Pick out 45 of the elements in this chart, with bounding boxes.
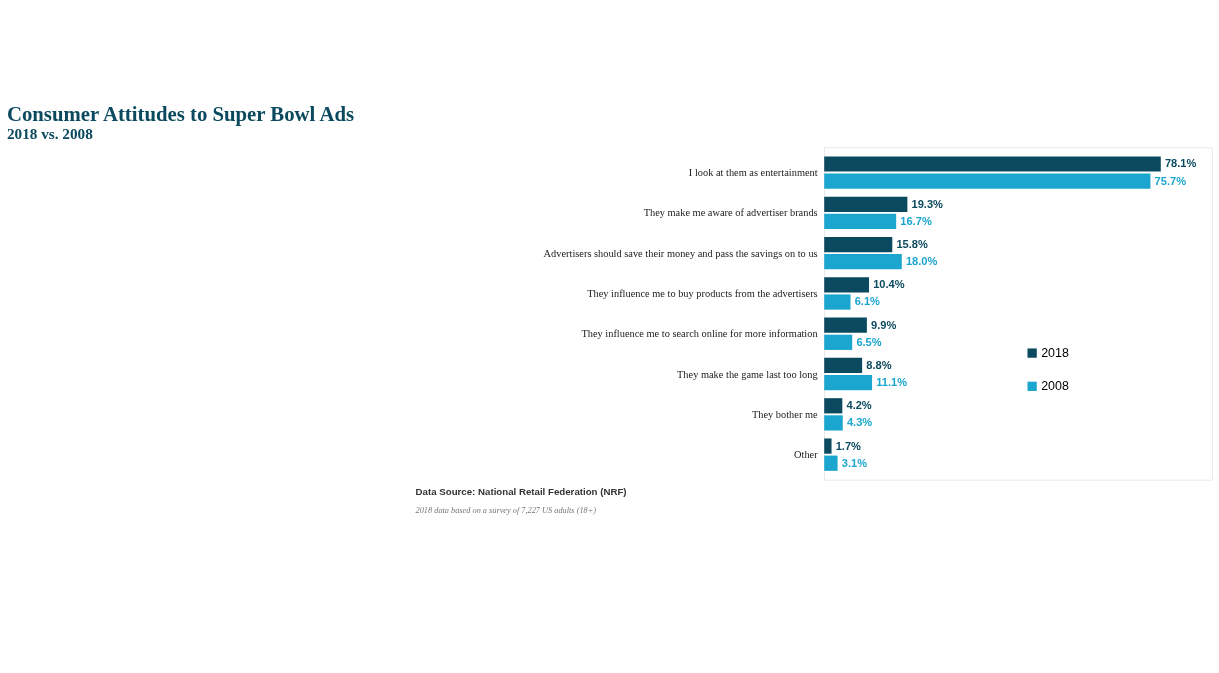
data-label: 78.1% [1164,157,1197,170]
bar [824,277,870,293]
y-tick-label: They influence me to buy products from the advertisers [587,287,818,299]
source-note: Data Source: National Retail Federation (NRF) [415,486,627,498]
bar [824,357,863,374]
legend-label: 2008 [1041,378,1069,393]
data-label: 8.8% [866,358,892,371]
bar [824,254,902,270]
y-tick-label: They influence me to search online for more information [581,328,819,340]
data-label: 19.3% [911,197,944,210]
bar [824,334,853,350]
bar [824,415,843,431]
data-label: 75.7% [1154,174,1187,187]
data-label: 18.0% [905,255,938,268]
data-label: 3.1% [841,456,868,469]
bar [824,455,838,471]
data-label: 4.2% [846,399,872,412]
text: Consumer Attitudes to Super Bowl Ads [6,102,355,127]
data-label: 1.7% [835,439,862,452]
bar [824,375,873,391]
data-label: 16.7% [900,214,932,227]
legend-label: 2018 [1041,345,1069,360]
y-tick-label: Advertisers should save their money and pass the savings on to us [543,247,818,259]
bar [824,236,893,253]
data-label: 15.8% [896,238,929,251]
bar [824,398,843,414]
y-tick-label: I look at them as entertainment [688,167,818,179]
data-label: 11.1% [876,376,908,389]
text: 2018 vs. 2008 [6,125,94,143]
bar [824,196,908,212]
data-label: 4.3% [846,416,873,429]
y-tick-label: Other [794,449,819,461]
data-label: 6.5% [856,335,882,348]
y-tick-label: They make the game last too long [677,368,818,380]
bar [824,156,1161,172]
bar [824,317,867,333]
data-label: 9.9% [871,318,897,331]
bar [824,173,1151,189]
data-label: 6.1% [854,295,881,308]
bar [824,213,897,230]
bar [824,438,832,454]
y-tick-label: They make me aware of advertiser brands [643,207,818,219]
bar [824,294,851,310]
data-label: 10.4% [873,278,905,291]
y-tick-label: They bother me [751,408,819,420]
